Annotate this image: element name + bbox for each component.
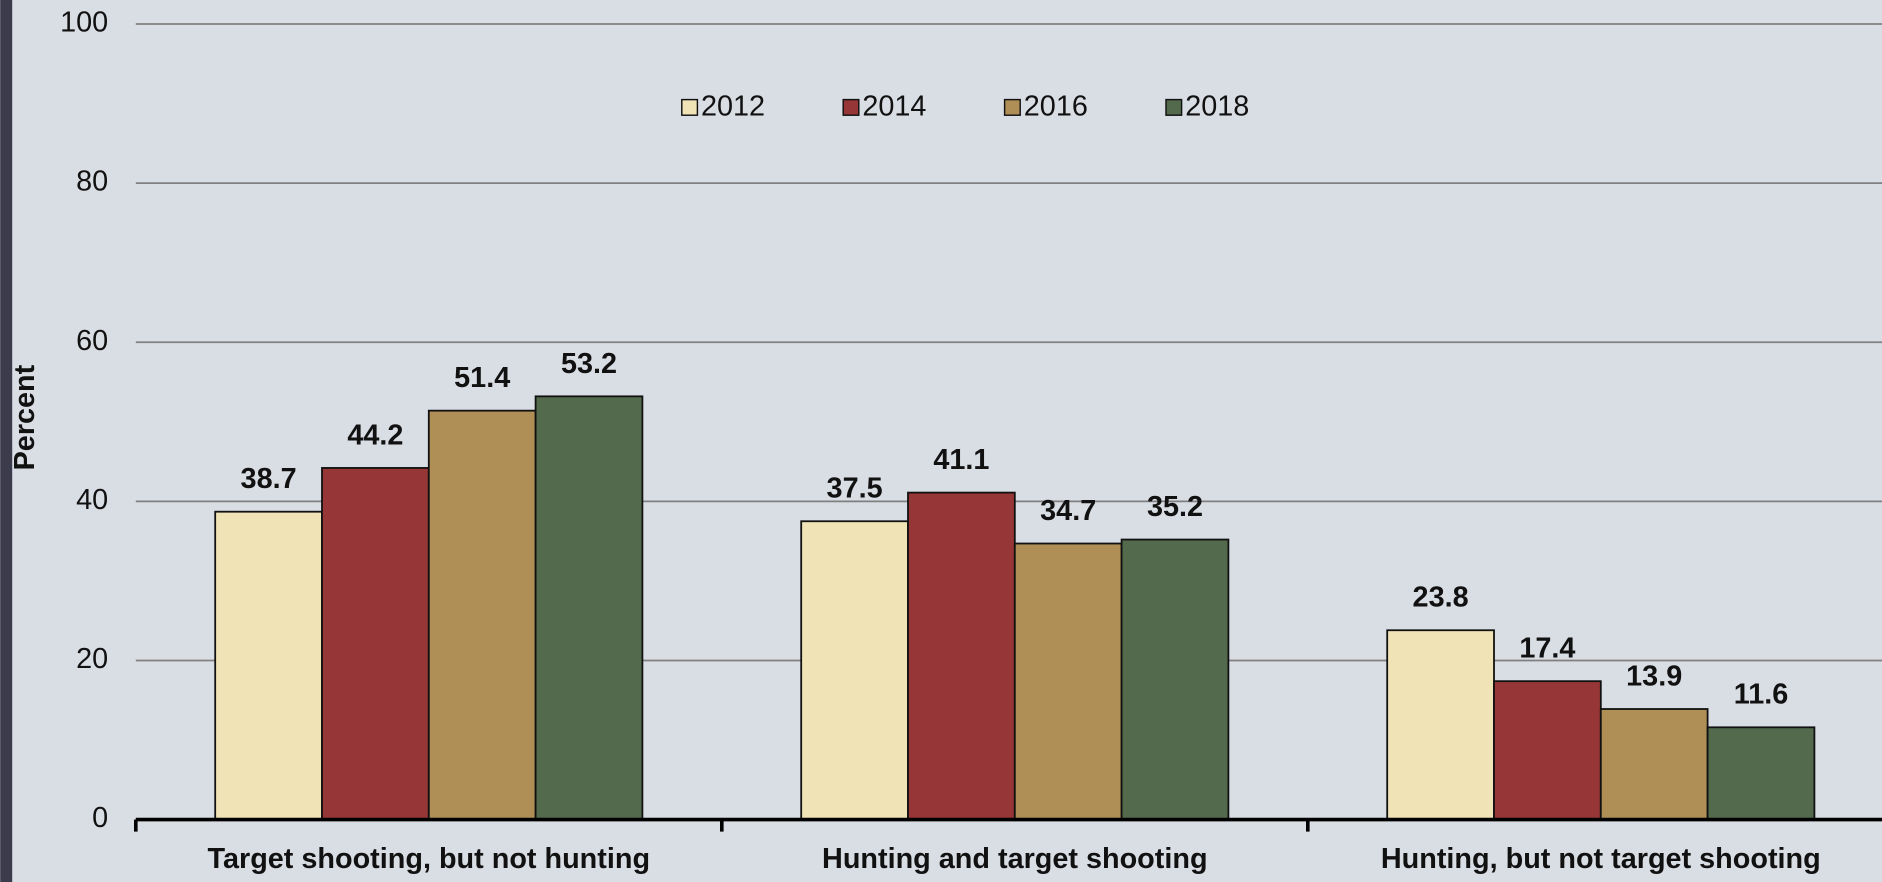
legend-swatch	[1003, 98, 1021, 116]
legend-label: 2016	[1024, 91, 1088, 123]
x-tick-label: Hunting, but not target shooting	[1381, 843, 1821, 875]
x-tick-label: Hunting and target shooting	[822, 843, 1208, 875]
x-tick-label: Target shooting, but not hunting	[208, 843, 651, 875]
value-label: 34.7	[1040, 495, 1096, 527]
value-label: 44.2	[347, 419, 403, 451]
bar	[427, 409, 537, 821]
value-label: 11.6	[1734, 679, 1788, 711]
value-label: 41.1	[933, 444, 989, 476]
value-label: 53.2	[561, 348, 617, 380]
y-tick-label: 0	[92, 802, 108, 834]
side-strip	[0, 0, 13, 882]
y-tick-label: 80	[76, 166, 108, 198]
legend-label: 2018	[1185, 91, 1249, 123]
y-tick-label: 20	[76, 643, 108, 675]
bar	[1599, 708, 1709, 821]
bar	[321, 467, 430, 821]
bar	[800, 520, 909, 821]
value-label: 17.4	[1519, 633, 1575, 665]
bar	[1386, 629, 1495, 821]
bar	[1493, 680, 1602, 821]
value-label: 38.7	[241, 463, 297, 495]
y-axis-label: Percent	[9, 364, 41, 470]
bar	[1120, 538, 1230, 821]
value-label: 37.5	[827, 473, 883, 505]
y-tick-label: 100	[60, 7, 108, 39]
bar	[1013, 542, 1123, 821]
value-label: 51.4	[454, 362, 510, 394]
legend-swatch	[1165, 98, 1183, 116]
legend-label: 2014	[862, 91, 926, 123]
bar	[214, 510, 323, 821]
bar	[1706, 726, 1816, 821]
value-label: 13.9	[1626, 660, 1682, 692]
y-tick-label: 60	[76, 325, 108, 357]
value-label: 23.8	[1413, 582, 1469, 614]
bar	[534, 395, 644, 821]
bar	[907, 491, 1016, 821]
legend-label: 2012	[701, 91, 765, 123]
y-tick-label: 40	[76, 484, 108, 516]
value-label: 35.2	[1147, 491, 1203, 523]
legend-swatch	[842, 98, 860, 116]
legend-swatch	[681, 98, 699, 116]
